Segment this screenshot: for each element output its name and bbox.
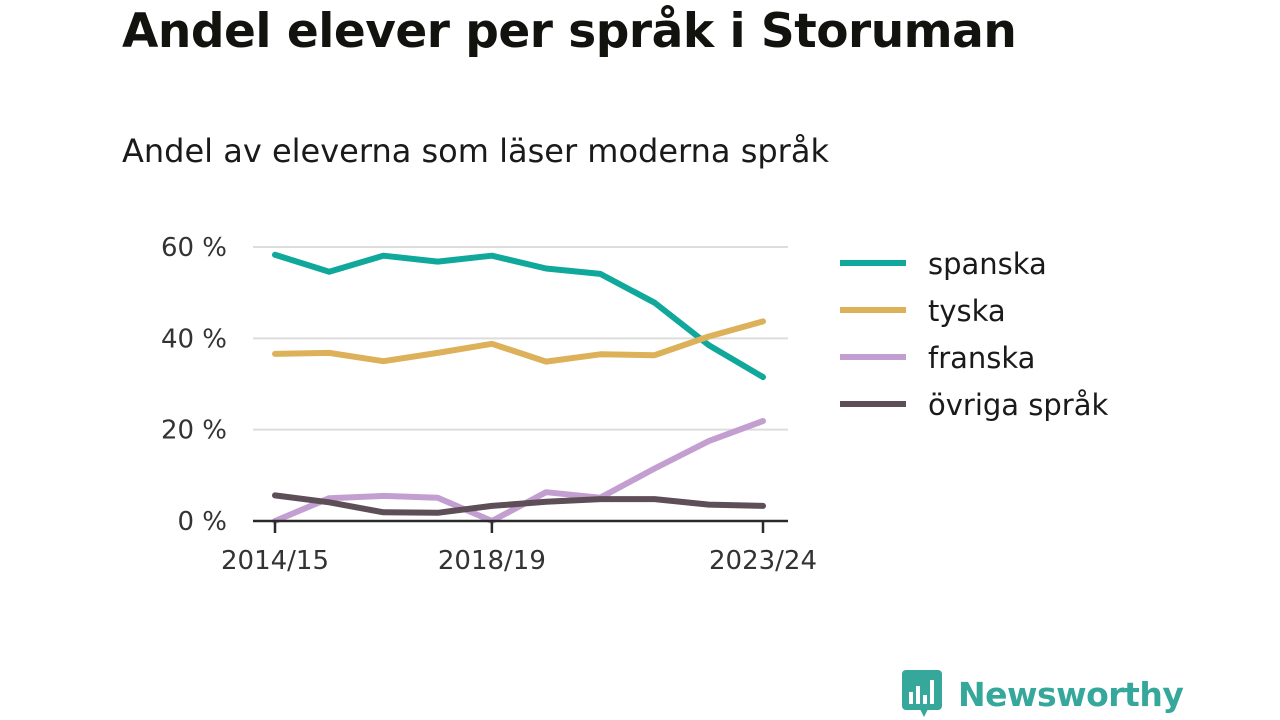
- bar-chart-speech-bubble-icon: [902, 670, 942, 717]
- x-axis: 2014/15 2018/19 2023/24: [221, 519, 817, 576]
- x-tick-label: 2014/15: [221, 546, 329, 576]
- x-tick-label: 2023/24: [709, 546, 817, 576]
- x-tick-label: 2018/19: [438, 546, 546, 576]
- legend-label: övriga språk: [928, 388, 1108, 422]
- y-tick-label: 60 %: [161, 233, 227, 263]
- series-line-spanska: [272, 251, 766, 381]
- y-tick-label: 20 %: [161, 416, 227, 446]
- newsworthy-logo: Newsworthy: [902, 670, 1184, 718]
- brand-name: Newsworthy: [958, 674, 1184, 714]
- chart-subtitle: Andel av eleverna som läser moderna språ…: [122, 132, 829, 170]
- legend-label: franska: [928, 341, 1035, 375]
- series-line-övriga-språk: [272, 492, 766, 516]
- legend: spanska tyska franska övriga språk: [840, 247, 1108, 422]
- y-tick-label: 0 %: [177, 507, 227, 537]
- series-lines: [272, 251, 766, 524]
- legend-label: tyska: [928, 294, 1006, 328]
- legend-label: spanska: [928, 247, 1047, 281]
- series-line-tyska: [272, 318, 766, 365]
- y-tick-label: 40 %: [161, 324, 227, 354]
- y-axis-tick-labels: 0 % 20 % 40 % 60 %: [161, 233, 227, 537]
- chart-title: Andel elever per språk i Storuman: [122, 4, 1017, 59]
